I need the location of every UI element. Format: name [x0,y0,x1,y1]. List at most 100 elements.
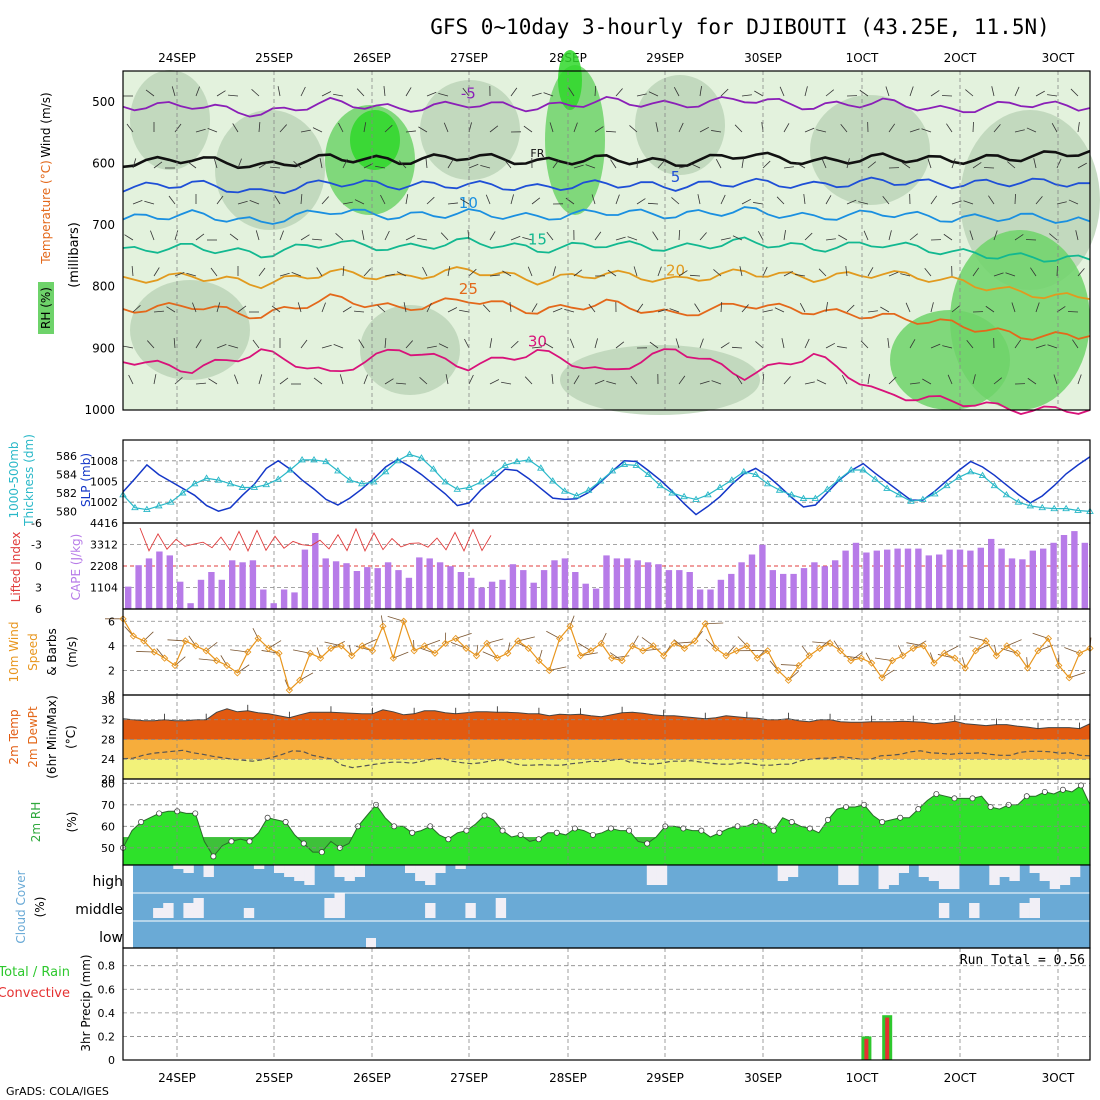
thickness-marker [1002,490,1011,498]
cape-bar [738,562,745,609]
cloud-middle-bar [495,898,507,918]
cloud-high-bar [928,865,940,881]
wind-barb [252,339,260,349]
wind-marker [899,652,907,660]
wind-barb [594,126,604,133]
tick-label: 24SEP [158,51,196,65]
wind-marker [483,639,491,648]
cloud-middle-bar [425,903,436,918]
wind-marker [140,637,148,645]
cloud-cover-panel: high middle low Cloud Cover (%) [14,864,1091,949]
wind-marker [452,634,460,643]
wind-barb [1027,377,1037,385]
wind-barb [921,128,932,133]
wind-barb [825,195,832,205]
wind-barb [573,375,580,385]
wind-barb [384,124,393,133]
wind-barb [403,302,407,313]
wind-barb [552,307,563,313]
wind-barb [880,306,890,313]
wind-barb [1014,86,1020,97]
thickness-marker [620,460,629,467]
thickness-marker [644,470,653,478]
wind-barb [438,93,449,97]
wind-barb [174,272,185,277]
wind-barb [615,194,620,205]
wind-barb [153,267,160,277]
wind-barb [489,125,499,133]
wind-barb [753,202,764,205]
wind-barb [858,201,869,205]
wind-barb [804,127,815,133]
wind-barb [1077,268,1085,277]
rh-marker [644,840,651,847]
wind-barb [255,230,260,241]
cape-bar [936,554,943,609]
wind-barb [909,339,916,349]
cape-bar [956,549,964,609]
cloud-high-bar [848,865,859,885]
wind-barb [927,158,932,169]
axis-label-wind-speed: Speed [26,633,40,671]
thickness-marker [1038,503,1047,511]
wind-barb [804,381,815,385]
wind-barb [447,266,451,277]
wind-barb [321,302,326,313]
wind-marker [316,654,325,662]
rh-marker [680,825,687,832]
tick-label: low [99,930,123,946]
wind-barb [195,86,200,97]
wind-barb [983,167,995,169]
thickness-marker [131,503,139,511]
cape-bar [592,588,600,609]
axis-label-barbs: & Barbs [45,628,59,676]
contour-10 [122,206,1091,225]
wind-barb [1005,272,1016,277]
wind-marker [129,632,138,640]
rh-marker [752,819,759,825]
cloud-high-bar [405,865,416,873]
wind-barb [951,158,956,169]
thickness-marker [811,494,820,501]
thickness-marker [178,489,187,496]
wind-barb [187,161,197,169]
wind-barb [564,309,575,313]
thickness-marker [214,476,223,483]
axis-label-convective: Convective [0,986,70,1001]
wind-barb [1077,374,1082,385]
wind-barb [1035,302,1040,313]
wind-marker [628,642,637,650]
wind-barb [195,128,206,133]
panel-frame [122,947,1091,1061]
precip-convective-bar [864,1038,869,1060]
axis-label-cloud: Cloud Cover [14,870,28,943]
wind-barb [568,87,575,97]
cape-bar [249,560,257,609]
cloud-low-bar [366,938,376,948]
wind-marker [961,664,969,672]
wind-barb [1056,158,1062,169]
wind-barb [489,231,496,241]
tick-label: 800 [92,280,115,294]
wind-barb [762,309,773,313]
thickness-marker [286,466,294,473]
tick-label: 32 [101,714,115,727]
wind-barb [909,233,919,241]
temperature-area [123,708,1090,740]
wind-barb [297,302,302,313]
cloud-high-bar [1009,865,1020,881]
thickness-marker [692,495,700,502]
wind-barb [781,338,785,349]
cape-bar [613,558,621,609]
tick-label: 1OCT [846,51,879,65]
wind-barb [825,342,836,349]
wind-barb [846,304,855,313]
wind-marker [888,656,897,665]
axis-label-thickness-dm: Thickness (dm) [22,434,36,527]
rh-marker [806,825,813,832]
thickness-marker [931,490,939,497]
wind-barb [319,158,323,169]
cape-bar [800,568,808,609]
thickness-marker [525,456,533,463]
rh-marker [897,814,904,821]
